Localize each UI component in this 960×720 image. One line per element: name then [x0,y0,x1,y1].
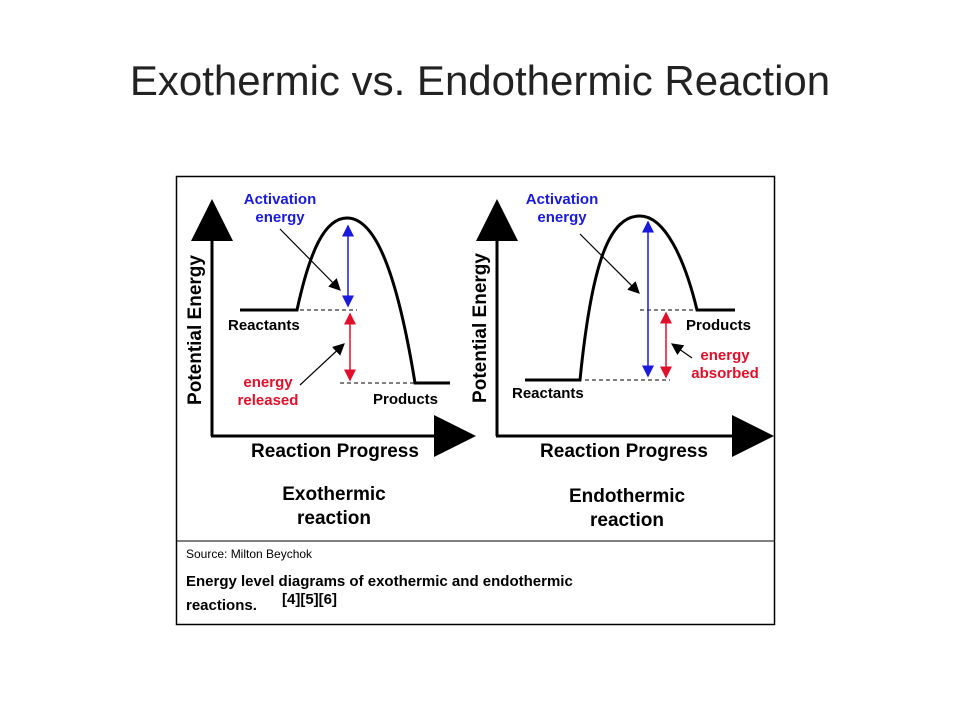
panel-caption: Endothermic [569,486,686,507]
products-label: Products [686,317,751,334]
panel-caption: Exothermic [282,484,386,505]
energy-change-label: energy [243,374,293,391]
activation-label: energy [255,209,305,226]
slide-title: Exothermic vs. Endothermic Reaction [130,57,830,104]
x-axis-label: Reaction Progress [251,441,419,462]
description: reactions. [186,597,257,614]
energy-change-label: absorbed [691,365,759,382]
pointer-arrow [299,343,345,386]
y-axis-label: Potential Energy [470,253,491,403]
reactants-label: Reactants [512,385,584,402]
source: Source: Milton Beychok [186,547,313,561]
endothermic-panel: Potential Energy Reaction Progress Activ… [470,191,774,531]
pointer-arrow [671,343,693,359]
panel-caption: reaction [590,510,664,531]
reactants-label: Reactants [228,317,300,334]
x-axis-label: Reaction Progress [540,441,708,462]
exothermic-panel: Potential Energy Reaction Progress Activ… [185,191,476,529]
references: [4][5][6] [282,591,337,608]
products-label: Products [373,391,438,408]
pointer-arrow [579,233,640,294]
figure-frame [175,175,776,626]
activation-label: Activation [244,191,317,208]
energy-curve [240,216,450,385]
pointer-arrow [279,228,341,291]
energy-change-label: energy [700,347,750,364]
energy-change-label: released [238,392,299,409]
energy-curve [525,214,735,382]
y-axis-label: Potential Energy [185,255,206,405]
description: Energy level diagrams of exothermic and … [186,573,573,590]
activation-label: energy [537,209,587,226]
activation-label: Activation [526,191,599,208]
panel-caption: reaction [297,508,371,529]
